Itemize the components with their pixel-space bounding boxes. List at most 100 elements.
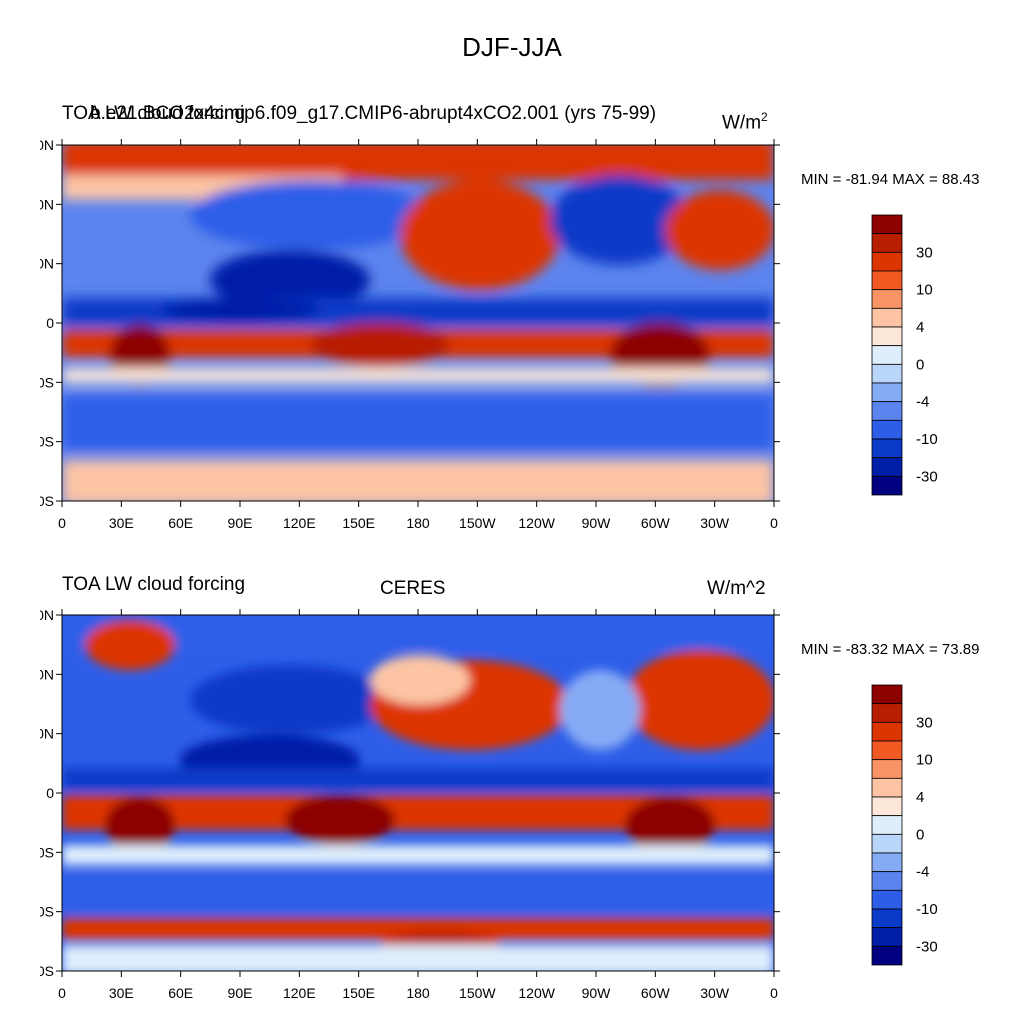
panel1-units-text: W/m: [722, 112, 762, 134]
panel1-colorbar-box: [871, 214, 903, 235]
panel2-colorbar-box: [871, 908, 903, 929]
panel1-colorbar-tick-label: -4: [916, 394, 929, 411]
panel1-lon-tick-label: 60W: [641, 515, 671, 531]
panel1-colorbar-box: [871, 475, 903, 496]
panel2-colorbar-box: [871, 759, 903, 779]
panel2-colorbar-box: [871, 927, 903, 947]
panel2-colorbar-box: [871, 796, 903, 817]
panel2-lat-tick-label: 30S: [40, 844, 54, 860]
panel1-field: [62, 145, 774, 501]
panel2-colorbar-box: [871, 945, 903, 966]
panel2-lat-tick-label: 0: [46, 785, 54, 801]
panel2-lon-tick-label: 60W: [641, 985, 671, 1001]
panel2-lat-ticks: 90N 60N 30N 0 30S 60S 90S: [40, 607, 780, 979]
panel2-lon-tick-label: 0: [58, 985, 66, 1001]
panel2-lon-tick-label: 90E: [228, 985, 253, 1001]
panel1-max: MAX = 88.43: [892, 171, 980, 188]
panel1-colorbar-box: [871, 307, 903, 328]
panel1-colorbar-box: [871, 438, 903, 459]
panel1-colorbar-box: [871, 363, 903, 384]
panel1-lon-tick-label: 30W: [700, 515, 730, 531]
panel2-colorbar-box: [871, 889, 903, 910]
panel2-colorbar-tick-label: 30: [916, 714, 933, 731]
panel2-lon-tick-label: 0: [770, 985, 778, 1001]
figure-title: DJF-JJA: [462, 32, 562, 62]
panel2-colorbar-tick-label: 10: [916, 752, 933, 769]
panel2-lat-tick-label: 90N: [40, 607, 54, 623]
panel1-lat-tick-label: 30N: [40, 256, 54, 272]
panel2-colorbar-boxes: [871, 684, 903, 966]
panel2-min: MIN = -83.32: [801, 641, 889, 658]
panel1-lon-tick-label: 180: [406, 515, 430, 531]
panel1-lat-tick-label: 30S: [40, 374, 54, 390]
panel2-lon-tick-label: 90W: [582, 985, 612, 1001]
panel2-field: [62, 615, 774, 971]
panel1-center-title: b.e21.BCO2x4cmip6.f09_g17.CMIP6-abrupt4x…: [90, 103, 657, 124]
panel1-colorbar: 30 10 4 0 -4 -10 -30: [871, 214, 938, 496]
panel1-units-sup: 2: [761, 110, 768, 124]
panel1-lon-tick-label: 150E: [342, 515, 375, 531]
panel1-lat-tick-label: 90N: [40, 137, 54, 153]
panel1-lon-tick-label: 90W: [582, 515, 612, 531]
panel2-units: W/m^2: [707, 578, 766, 599]
panel1-lon-tick-label: 0: [770, 515, 778, 531]
panel1-colorbar-ticks: 30 10 4 0 -4 -10 -30: [916, 244, 938, 485]
panel2-lat-tick-label: 60N: [40, 666, 54, 682]
panel2-lon-ticks: 0 30E 60E 90E 120E 150E 180 150W 120W 90W 60W 30W 0: [58, 609, 778, 1001]
panel2-colorbar-box: [871, 777, 903, 798]
panel2-center-title: CERES: [380, 578, 446, 599]
panel1-lon-tick-label: 30E: [109, 515, 134, 531]
panel1-colorbar-box: [871, 419, 903, 440]
panel1-units: W/m2: [722, 110, 768, 134]
panel1-lon-ticks: 0 30E 60E 90E 120E 150E 180 150W 120W 90W 60W 30W 0: [58, 139, 778, 531]
panel1-map: 90N 60N 30N 0 30S 60S 90S 0 30E 60E 90E 120E 150E 18…: [40, 137, 780, 531]
panel2-lon-tick-label: 150W: [459, 985, 496, 1001]
panel2-colorbar-box: [871, 684, 903, 705]
panel1-colorbar-tick-label: 10: [916, 282, 933, 299]
panel1-colorbar-tick-label: -10: [916, 431, 938, 448]
panel2-colorbar-box: [871, 871, 903, 891]
panel2-colorbar-tick-label: -30: [916, 938, 938, 955]
panel2-map: 90N 60N 30N 0 30S 60S 90S 0 30E 60E 90E 120E 150E 18…: [40, 607, 780, 1001]
panel2-colorbar-tick-label: -10: [916, 901, 938, 918]
panel1-colorbar-tick-label: -30: [916, 468, 938, 485]
panel1-colorbar-box: [871, 457, 903, 477]
panel2-left-title: TOA LW cloud forcing: [62, 574, 246, 595]
panel1-lon-tick-label: 0: [58, 515, 66, 531]
panel2-lat-tick-label: 60S: [40, 904, 54, 920]
panel2-colorbar-tick-label: 0: [916, 826, 924, 843]
panel2-lon-tick-label: 120E: [283, 985, 316, 1001]
panel2-colorbar-ticks: 30 10 4 0 -4 -10 -30: [916, 714, 938, 955]
panel1-colorbar-box: [871, 270, 903, 291]
panel2-lon-tick-label: 60E: [168, 985, 193, 1001]
panel2-colorbar-tick-label: 4: [916, 789, 924, 806]
panel2-lon-tick-label: 30E: [109, 985, 134, 1001]
panel1-colorbar-box: [871, 251, 903, 272]
panel1-colorbar-tick-label: 0: [916, 356, 924, 373]
panel2-lat-tick-label: 30N: [40, 726, 54, 742]
panel2-colorbar-box: [871, 815, 903, 835]
panel1-colorbar-boxes: [871, 214, 903, 496]
panel2-lon-tick-label: 30W: [700, 985, 730, 1001]
panel2-stats: MIN = -83.32 MAX = 73.89: [801, 641, 979, 658]
panel2-max: MAX = 73.89: [892, 641, 980, 658]
panel2-colorbar-box: [871, 721, 903, 742]
panel1-lon-tick-label: 60E: [168, 515, 193, 531]
panel1-colorbar-tick-label: 4: [916, 319, 924, 336]
panel2-colorbar: 30 10 4 0 -4 -10 -30: [871, 684, 938, 966]
panel2-lon-tick-label: 180: [406, 985, 430, 1001]
panel1-colorbar-box: [871, 401, 903, 421]
panel2-colorbar-tick-label: -4: [916, 864, 929, 881]
panel2-colorbar-box: [871, 852, 903, 873]
panel1-colorbar-box: [871, 289, 903, 309]
panel2-lat-tick-label: 90S: [40, 963, 54, 979]
panel2-lon-tick-label: 120W: [518, 985, 555, 1001]
panel1-lon-tick-label: 150W: [459, 515, 496, 531]
panel2-colorbar-box: [871, 740, 903, 761]
panel1-colorbar-box: [871, 382, 903, 403]
panel1-left-title: TOA LW cloud forcing: [62, 103, 246, 124]
panel1-lat-tick-label: 0: [46, 315, 54, 331]
panel1-lat-tick-label: 60S: [40, 434, 54, 450]
panel1-lon-tick-label: 120E: [283, 515, 316, 531]
panel1-lon-tick-label: 90E: [228, 515, 253, 531]
